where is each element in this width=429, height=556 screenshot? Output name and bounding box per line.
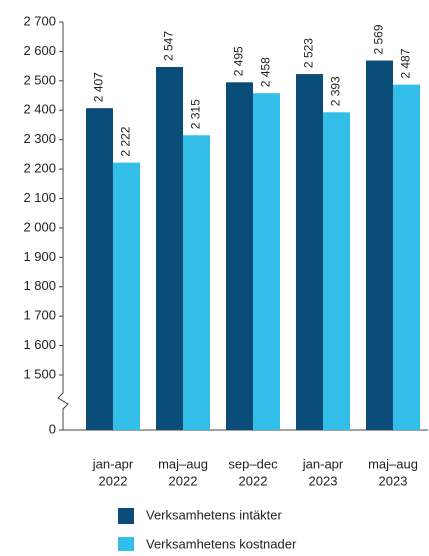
x-tick-label: jan-apr [302, 456, 344, 471]
x-tick-label: 2022 [169, 473, 198, 488]
bar [366, 60, 393, 431]
x-tick-label: maj–aug [368, 456, 418, 471]
y-tick-label: 2 600 [23, 43, 56, 58]
y-tick-label: 2 400 [23, 102, 56, 117]
y-tick-label: 1 500 [23, 366, 56, 381]
legend-label: Verksamhetens intäkter [146, 507, 283, 522]
bar [253, 93, 280, 431]
value-label: 2 495 [232, 46, 246, 76]
y-tick-label: 2 300 [23, 131, 56, 146]
bar [323, 112, 350, 430]
y-tick-label: 2 500 [23, 72, 56, 87]
bar [226, 82, 253, 430]
x-tick-label: sep–dec [228, 456, 278, 471]
bar [113, 162, 140, 430]
y-tick-label: 2 100 [23, 190, 56, 205]
value-label: 2 487 [399, 48, 413, 78]
x-tick-label: 2022 [239, 473, 268, 488]
value-label: 2 523 [302, 38, 316, 68]
value-label: 2 315 [189, 99, 203, 129]
legend-label: Verksamhetens kostnader [146, 536, 297, 551]
x-tick-label: maj–aug [158, 456, 208, 471]
bar [86, 108, 113, 431]
y-tick-label: 2 200 [23, 161, 56, 176]
y-tick-label: 2 700 [23, 13, 56, 28]
bar [183, 135, 210, 431]
bar [156, 67, 183, 430]
value-label: 2 222 [119, 126, 133, 156]
y-tick-label: 1 700 [23, 308, 56, 323]
y-tick-label: 0 [49, 421, 56, 436]
x-tick-label: 2023 [309, 473, 338, 488]
y-tick-label: 1 800 [23, 278, 56, 293]
y-tick-label: 1 600 [23, 337, 56, 352]
value-label: 2 547 [162, 31, 176, 61]
value-label: 2 393 [329, 76, 343, 106]
x-tick-label: 2023 [379, 473, 408, 488]
x-tick-label: jan-apr [92, 456, 134, 471]
bar [393, 84, 420, 430]
y-tick-label: 2 000 [23, 219, 56, 234]
value-label: 2 458 [259, 57, 273, 87]
bar [296, 74, 323, 430]
value-label: 2 569 [372, 24, 386, 54]
legend-swatch [118, 508, 134, 524]
value-label: 2 407 [92, 72, 106, 102]
legend-swatch [118, 537, 134, 553]
y-tick-label: 1 900 [23, 249, 56, 264]
x-tick-label: 2022 [99, 473, 128, 488]
